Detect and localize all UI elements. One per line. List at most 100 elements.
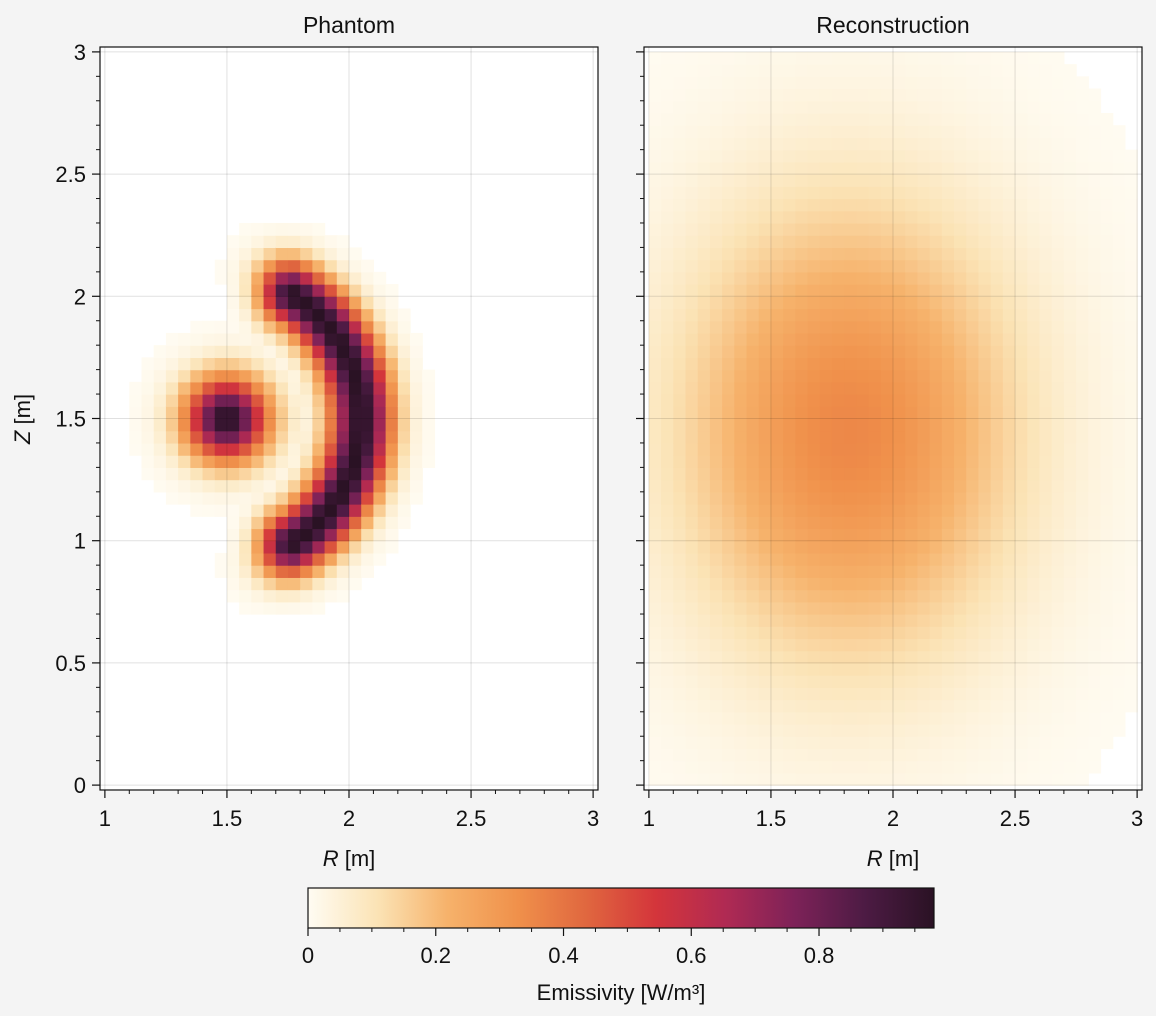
heatmap-cell: [746, 125, 760, 139]
heatmap-cell: [807, 210, 821, 224]
heatmap-cell: [966, 724, 980, 737]
heatmap-cell: [954, 332, 967, 346]
heatmap-cell: [856, 259, 870, 273]
heatmap-cell: [1039, 100, 1053, 114]
heatmap-cell: [1076, 296, 1089, 310]
heatmap-cell: [905, 64, 919, 77]
heatmap-cell: [795, 626, 809, 640]
heatmap-cell: [880, 345, 894, 358]
heatmap-cell: [361, 296, 375, 310]
heatmap-cell: [385, 467, 399, 481]
heatmap-cell: [978, 601, 992, 615]
heatmap-cell: [831, 638, 845, 652]
heatmap-cell: [905, 589, 919, 603]
heatmap-cell: [917, 345, 931, 358]
heatmap-cell: [673, 161, 687, 175]
heatmap-cell: [239, 345, 252, 358]
heatmap-cell: [1088, 88, 1102, 102]
heatmap-cell: [226, 516, 240, 530]
heatmap-cell: [880, 528, 894, 542]
heatmap-cell: [373, 504, 387, 517]
heatmap-cell: [893, 149, 906, 163]
heatmap-cell: [893, 296, 906, 310]
heatmap-cell: [746, 161, 760, 175]
heatmap-cell: [300, 235, 313, 249]
heatmap-cell: [966, 675, 980, 688]
y-tick-label: 1: [74, 529, 86, 554]
heatmap-cell: [697, 308, 711, 322]
heatmap-cell: [722, 100, 735, 114]
heatmap-cell: [300, 369, 313, 383]
heatmap-cell: [1112, 662, 1126, 676]
heatmap-cell: [1088, 247, 1102, 261]
heatmap-cell: [905, 626, 919, 640]
heatmap-cell: [929, 516, 943, 530]
heatmap-cell: [251, 247, 265, 261]
heatmap-cell: [819, 711, 833, 725]
heatmap-cell: [648, 394, 662, 407]
heatmap-cell: [795, 467, 809, 481]
heatmap-cell: [1100, 711, 1114, 725]
heatmap-cell: [263, 271, 277, 285]
heatmap-cell: [844, 137, 857, 151]
heatmap-cell: [1002, 675, 1016, 688]
heatmap-cell: [893, 516, 906, 530]
heatmap-cell: [685, 332, 699, 346]
heatmap-cell: [1051, 614, 1065, 627]
heatmap-cell: [929, 51, 943, 65]
heatmap-cell: [880, 332, 894, 346]
heatmap-cell: [1100, 442, 1114, 456]
heatmap-cell: [1112, 455, 1126, 468]
heatmap-cell: [856, 198, 870, 212]
heatmap-cell: [758, 174, 772, 187]
heatmap-cell: [734, 565, 748, 578]
heatmap-cell: [795, 284, 809, 297]
heatmap-cell: [1027, 198, 1041, 212]
heatmap-cell: [697, 552, 711, 566]
heatmap-cell: [324, 442, 338, 456]
heatmap-cell: [954, 724, 967, 737]
heatmap-cell: [1076, 357, 1089, 371]
heatmap-cell: [1076, 565, 1089, 578]
heatmap-cell: [758, 601, 772, 615]
heatmap-cell: [287, 528, 301, 542]
heatmap-cell: [648, 137, 662, 151]
heatmap-cell: [1076, 88, 1089, 102]
heatmap-cell: [648, 724, 662, 737]
heatmap-cell: [1112, 552, 1126, 566]
heatmap-cell: [795, 442, 809, 456]
heatmap-cell: [1063, 76, 1077, 90]
heatmap-cell: [966, 51, 980, 65]
heatmap-cell: [275, 467, 289, 481]
heatmap-cell: [807, 626, 821, 640]
heatmap-cell: [856, 491, 870, 505]
heatmap-cell: [1002, 88, 1016, 102]
heatmap-cell: [795, 675, 809, 688]
heatmap-cell: [941, 650, 955, 664]
heatmap-cell: [770, 271, 784, 285]
phantom-gridlines: [100, 47, 598, 790]
heatmap-cell: [783, 650, 796, 664]
heatmap-cell: [941, 308, 955, 322]
heatmap-cell: [917, 455, 931, 468]
heatmap-cell: [844, 174, 857, 187]
heatmap-cell: [954, 125, 967, 139]
heatmap-cell: [263, 467, 277, 481]
heatmap-cell: [868, 64, 882, 77]
heatmap-cell: [954, 112, 967, 126]
heatmap-cell: [929, 540, 943, 554]
heatmap-cell: [1015, 455, 1028, 468]
heatmap-cell: [312, 442, 326, 456]
heatmap-cell: [807, 748, 821, 762]
heatmap-cell: [1088, 381, 1102, 395]
heatmap-cell: [893, 601, 906, 615]
heatmap-cell: [1124, 442, 1138, 456]
heatmap-cell: [1100, 406, 1114, 420]
heatmap-cell: [1039, 552, 1053, 566]
heatmap-cell: [880, 589, 894, 603]
heatmap-cell: [410, 345, 423, 358]
heatmap-cell: [422, 369, 436, 383]
heatmap-cell: [770, 88, 784, 102]
heatmap-cell: [844, 638, 857, 652]
heatmap-cell: [856, 711, 870, 725]
